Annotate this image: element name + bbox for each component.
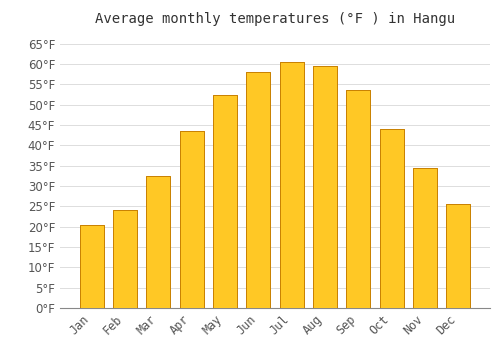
Bar bbox=[380, 129, 404, 308]
Bar bbox=[146, 176, 171, 308]
Bar bbox=[380, 129, 404, 308]
Bar bbox=[446, 204, 470, 308]
Bar bbox=[180, 131, 204, 308]
Bar bbox=[80, 225, 104, 308]
Bar bbox=[113, 210, 137, 308]
Bar bbox=[313, 66, 337, 308]
Bar bbox=[413, 168, 437, 308]
Bar bbox=[113, 210, 137, 308]
Bar bbox=[146, 176, 171, 308]
Bar bbox=[446, 204, 470, 308]
Bar bbox=[246, 72, 270, 308]
Bar bbox=[213, 94, 237, 308]
Bar bbox=[346, 90, 370, 308]
Bar bbox=[346, 90, 370, 308]
Bar bbox=[280, 62, 303, 308]
Bar bbox=[213, 94, 237, 308]
Bar bbox=[80, 225, 104, 308]
Title: Average monthly temperatures (°F ) in Hangu: Average monthly temperatures (°F ) in Ha… bbox=[95, 12, 455, 26]
Bar bbox=[280, 62, 303, 308]
Bar bbox=[313, 66, 337, 308]
Bar bbox=[246, 72, 270, 308]
Bar bbox=[180, 131, 204, 308]
Bar bbox=[413, 168, 437, 308]
